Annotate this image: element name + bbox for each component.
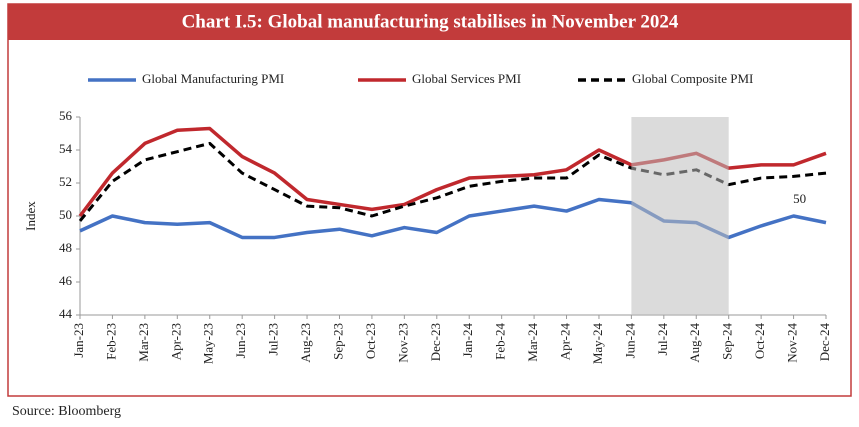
x-tick-label: Aug-24 — [687, 323, 702, 363]
y-tick-label: 48 — [59, 240, 72, 255]
legend-label: Global Services PMI — [412, 71, 521, 86]
shaded-period — [631, 117, 729, 315]
x-tick-label: Mar-24 — [525, 323, 540, 362]
x-tick-label: Jun-23 — [233, 323, 248, 358]
chart-title: Chart I.5: Global manufacturing stabilis… — [182, 11, 679, 32]
y-tick-label: 44 — [59, 306, 73, 321]
x-tick-label: May-24 — [590, 323, 605, 365]
x-tick-label: Sep-24 — [720, 323, 735, 360]
x-tick-label: Jul-24 — [655, 323, 670, 356]
x-tick-label: Oct-24 — [752, 323, 767, 360]
y-axis-label: Index — [23, 201, 38, 231]
x-tick-label: Mar-23 — [136, 323, 151, 362]
x-tick-label: Dec-23 — [428, 323, 443, 361]
x-tick-label: Nov-24 — [785, 323, 800, 363]
x-tick-label: Oct-23 — [363, 323, 378, 359]
legend-label: Global Manufacturing PMI — [142, 71, 284, 86]
x-tick-label: Jan-23 — [71, 323, 86, 358]
x-tick-label: Feb-24 — [493, 323, 508, 360]
x-tick-label: Nov-23 — [395, 323, 410, 363]
x-tick-label: May-23 — [201, 323, 216, 364]
y-tick-label: 56 — [59, 108, 73, 123]
y-tick-label: 52 — [59, 174, 72, 189]
source: Source: Bloomberg — [12, 404, 121, 419]
annotation: 50 — [793, 191, 806, 206]
x-tick-label: Jun-24 — [622, 323, 637, 359]
x-tick-label: Apr-23 — [168, 323, 183, 360]
x-tick-label: Dec-24 — [817, 323, 832, 362]
y-tick-label: 54 — [59, 141, 73, 156]
x-tick-label: Aug-23 — [298, 323, 313, 363]
x-tick-label: Jul-23 — [266, 323, 281, 356]
x-tick-label: Apr-24 — [558, 323, 573, 361]
x-tick-label: Feb-23 — [103, 323, 118, 360]
x-tick-label: Jan-24 — [460, 323, 475, 358]
y-tick-label: 46 — [59, 273, 73, 288]
title-bar — [8, 4, 851, 40]
legend-label: Global Composite PMI — [632, 71, 753, 86]
y-tick-label: 50 — [59, 207, 72, 222]
x-tick-label: Sep-23 — [330, 323, 345, 360]
